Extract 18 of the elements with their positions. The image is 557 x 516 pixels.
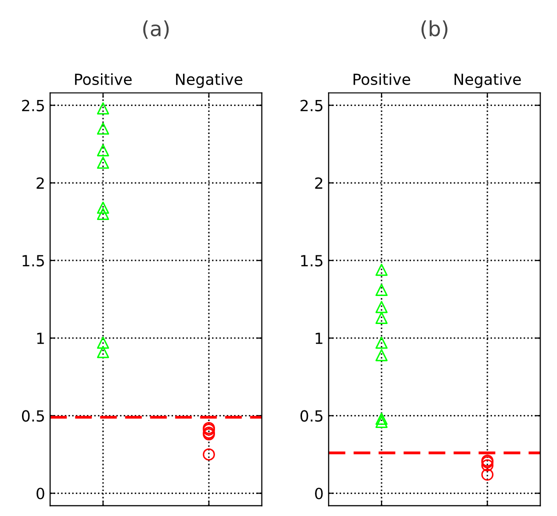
y-tick-label: 2.5 bbox=[22, 100, 44, 112]
y-tick-label: 1.5 bbox=[22, 255, 44, 267]
y-tick-label: 0 bbox=[36, 488, 44, 500]
y-tick-label: 0.5 bbox=[22, 410, 44, 422]
y-tick-label: 2 bbox=[315, 177, 322, 189]
x-tick-label: Positive bbox=[354, 73, 410, 86]
y-tick-label: 2.5 bbox=[300, 100, 322, 112]
chart-title: (a) bbox=[143, 20, 169, 39]
y-tick-label: 0.5 bbox=[300, 410, 322, 422]
y-tick-label: 1 bbox=[37, 332, 44, 344]
chart-title: (b) bbox=[422, 20, 448, 39]
y-tick-label: 0 bbox=[315, 488, 323, 500]
x-tick-label: Negative bbox=[454, 73, 521, 88]
x-tick-label: Positive bbox=[75, 73, 132, 86]
y-tick-label: 2 bbox=[36, 177, 44, 189]
y-tick-label: 1 bbox=[316, 332, 322, 344]
y-tick-label: 1.5 bbox=[301, 255, 322, 267]
x-tick-label: Negative bbox=[176, 73, 242, 88]
